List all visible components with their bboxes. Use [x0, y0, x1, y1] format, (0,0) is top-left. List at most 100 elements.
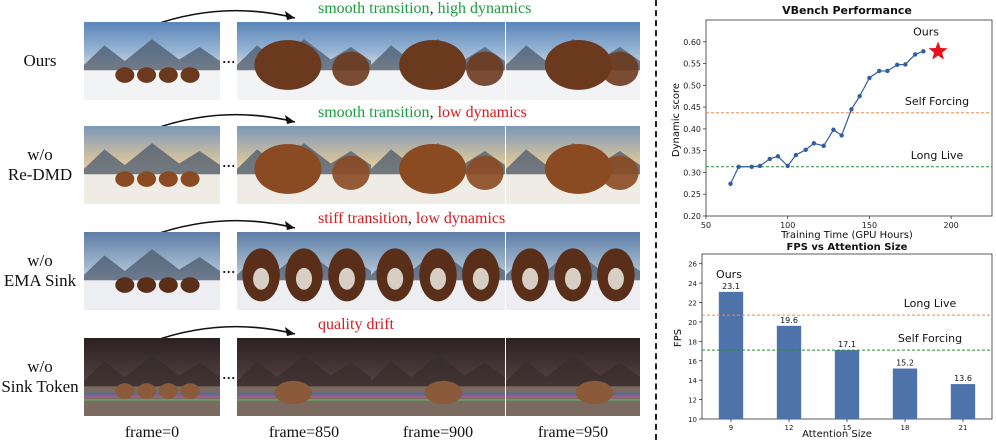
data-point — [785, 163, 790, 169]
reference-line-label: Self Forcing — [898, 332, 962, 345]
y-tick-label: 22 — [688, 300, 697, 308]
row-label-line: w/o — [27, 145, 53, 164]
reference-lines: Self Forcing Long Live — [706, 95, 992, 168]
row-caption: smooth transition, low dynamics — [318, 104, 527, 122]
reference-line-label: Long Live — [911, 149, 964, 162]
row-label-line: Ours — [23, 51, 57, 70]
frame-thumbnail — [371, 232, 505, 310]
data-point — [775, 154, 781, 159]
data-point — [811, 141, 817, 146]
plot-frame — [705, 19, 993, 217]
x-axis-label: Training Time (GPU Hours) — [780, 230, 913, 240]
x-tick-label: 100 — [780, 221, 795, 230]
row-label: Ours — [0, 51, 80, 71]
row-label-line: EMA Sink — [3, 271, 77, 290]
row-label-line: w/o — [27, 251, 53, 270]
caption-segment: , — [429, 104, 438, 121]
chart-axes: 10 12 14 16 18 20 22 24 26 9 12 15 18 21 — [688, 253, 993, 432]
y-tick-label: 10 — [688, 416, 697, 424]
x-tick-label: 18 — [901, 424, 910, 432]
x-tick-label: 9 — [729, 424, 733, 432]
fps-bars: 23.1 19.6 17.1 15.2 13.6 Ours — [716, 268, 976, 419]
y-axis-label: Dynamic score — [671, 83, 682, 157]
chart-title: FPS vs Attention Size — [787, 242, 908, 253]
y-tick-label: 0.30 — [683, 168, 701, 177]
ellipsis: ... — [222, 151, 236, 171]
caption-segment: low dynamics — [437, 104, 527, 121]
caption-segment: high dynamics — [437, 0, 532, 17]
data-point — [749, 164, 754, 169]
data-point — [849, 107, 854, 112]
row-caption: smooth transition, high dynamics — [318, 0, 531, 18]
first-frame-thumbnail — [84, 126, 220, 204]
bar-value-label: 15.2 — [896, 359, 914, 368]
dynamic-score-series: Ours — [728, 25, 948, 186]
y-tick-label: 0.35 — [683, 147, 701, 156]
row-label-line: w/o — [27, 357, 53, 376]
frame-thumbnail — [237, 126, 371, 204]
y-tick-label: 18 — [688, 338, 697, 346]
ellipsis: ... — [222, 257, 236, 277]
ours-annotation: Ours — [716, 268, 742, 281]
data-point — [857, 94, 862, 99]
bar-value-label: 19.6 — [780, 316, 798, 325]
transition-arrow — [150, 9, 296, 27]
y-tick-label: 0.50 — [683, 81, 701, 90]
bar — [718, 291, 744, 419]
frame-thumbnail — [506, 338, 640, 416]
data-point — [839, 133, 844, 138]
caption-segment: , — [429, 0, 438, 17]
y-tick-label: 20 — [688, 319, 697, 327]
x-tick-label: 150 — [862, 221, 877, 230]
row-label: w/o Re-DMD — [0, 145, 80, 185]
bar — [892, 368, 918, 419]
frame-thumbnail — [506, 232, 640, 310]
chart-axes: 50 100 150 200 0.20 0.25 0.30 0.35 0.40 0.45 0.50 0… — [683, 19, 993, 230]
frame-thumbnail — [506, 126, 640, 204]
row-label-line: Sink Token — [1, 377, 79, 396]
first-frame-thumbnail — [84, 232, 220, 310]
frame-label: frame=850 — [268, 424, 340, 441]
y-tick-label: 16 — [688, 358, 697, 366]
y-tick-label: 0.60 — [683, 38, 701, 47]
panel-divider — [655, 0, 657, 440]
x-tick-label: 15 — [843, 424, 852, 432]
data-point — [912, 52, 918, 57]
caption-segment: , — [407, 210, 416, 227]
y-tick-label: 26 — [688, 261, 697, 269]
y-tick-label: 14 — [688, 377, 697, 385]
data-point — [803, 147, 808, 152]
first-frame-thumbnail — [84, 22, 220, 100]
data-point — [728, 181, 733, 186]
frame-thumbnail — [371, 126, 505, 204]
reference-line-label: Long Live — [904, 297, 957, 310]
frame-thumbnail — [506, 22, 640, 100]
y-tick-label: 24 — [688, 280, 697, 288]
fps-vs-attention-chart: FPS vs Attention Size 10 12 14 16 18 20 22 24 26… — [673, 242, 993, 440]
x-tick-label: 21 — [959, 424, 968, 432]
data-point — [757, 163, 763, 169]
frame-thumbnail — [237, 22, 371, 100]
frame-thumbnail — [371, 22, 505, 100]
bar-value-label: 17.1 — [838, 340, 856, 349]
ellipsis: ... — [222, 47, 236, 67]
frame-label: frame=950 — [537, 424, 609, 441]
data-point — [793, 152, 799, 158]
x-tick-label: 12 — [785, 424, 794, 432]
data-point — [867, 75, 872, 81]
frame-thumbnail — [371, 338, 505, 416]
bar-value-label: 13.6 — [954, 374, 972, 383]
chart-title: VBench Performance — [782, 4, 912, 17]
y-tick-label: 0.25 — [683, 190, 701, 199]
caption-segment: quality drift — [318, 316, 394, 333]
reference-lines: Long Live Self Forcing — [702, 297, 992, 351]
row-label: w/o EMA Sink — [0, 251, 80, 291]
x-axis-label: Attention Size — [802, 429, 872, 440]
frame-label: frame=0 — [124, 424, 180, 441]
reference-line-label: Self Forcing — [905, 95, 969, 108]
bar — [834, 350, 860, 419]
series-line — [729, 50, 924, 185]
data-point — [921, 49, 926, 54]
data-point — [877, 68, 882, 74]
y-tick-label: 0.40 — [683, 125, 701, 134]
